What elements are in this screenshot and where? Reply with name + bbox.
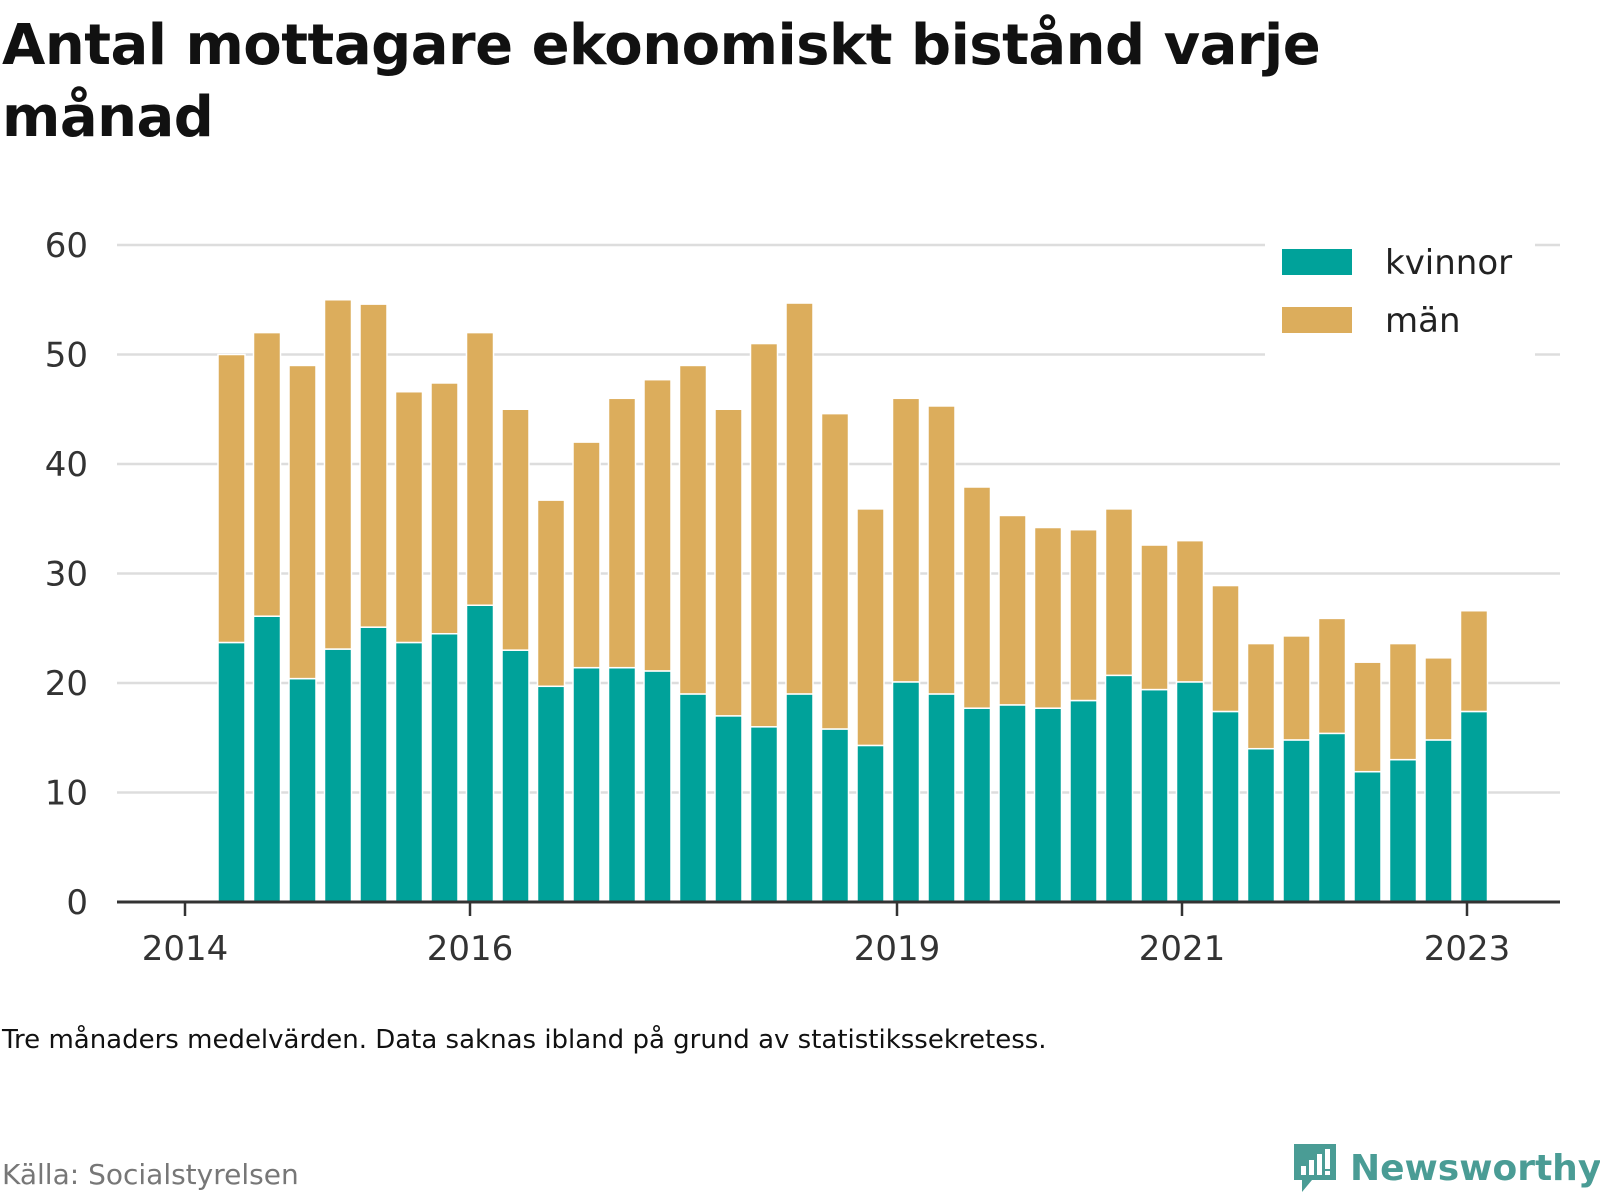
bar-segment	[536, 499, 566, 688]
bar-segment	[1175, 539, 1205, 683]
bar-segment	[1459, 609, 1489, 713]
x-tick-label: 2021	[1139, 929, 1226, 969]
bar-segment	[749, 726, 779, 903]
bar-segment	[714, 408, 743, 717]
bar-segment	[465, 604, 495, 903]
y-tick-label: 40	[45, 445, 88, 485]
y-tick-label: 50	[45, 336, 88, 376]
bar-segment	[1282, 635, 1311, 741]
legend-swatch	[1282, 307, 1352, 333]
x-tick-label: 2023	[1424, 929, 1511, 969]
bar-segment	[1388, 758, 1418, 903]
brand-logo[interactable]: Newsworthy	[1290, 1140, 1600, 1196]
bar-segment	[217, 641, 246, 903]
bar-segment	[1033, 526, 1063, 709]
stacked-bar-chart: 0 10 20 30 40 50 60 2014 2016 2019 2021 2023 kvinn…	[45, 226, 1560, 969]
bar-segment	[962, 707, 992, 903]
legend-label: män	[1385, 301, 1461, 341]
bar-segment	[998, 514, 1027, 706]
bar-segment	[856, 508, 885, 747]
bar-segment	[1069, 528, 1098, 702]
legend-label: kvinnor	[1385, 243, 1512, 283]
bar-segment	[678, 693, 708, 903]
bar-segment	[643, 670, 672, 903]
bar-segment	[607, 397, 637, 669]
legend-swatch	[1282, 249, 1352, 275]
bar-segment	[501, 649, 530, 903]
bar-segment	[820, 728, 850, 903]
bar-segment	[1317, 617, 1347, 735]
bar-segment	[820, 412, 850, 730]
bar-segment	[1424, 657, 1453, 741]
bar-segment	[288, 364, 317, 680]
bar-segment	[394, 390, 424, 644]
y-axis-tick-labels: 0 10 20 30 40 50 60	[45, 226, 88, 923]
bar-segment	[856, 744, 885, 903]
bar-segment	[323, 648, 353, 903]
bar-segment	[607, 666, 637, 903]
bar-segment	[678, 364, 708, 695]
bar-segment	[430, 632, 459, 903]
bar-segment	[1282, 739, 1311, 903]
bar-segment	[962, 486, 992, 709]
y-tick-label: 0	[66, 883, 88, 923]
x-tick-label: 2014	[142, 929, 229, 969]
bar-segment	[572, 666, 601, 903]
bar-segment	[217, 353, 246, 644]
source-label: Källa: Socialstyrelsen	[2, 1158, 299, 1191]
bar-segment	[927, 693, 956, 903]
bar-segment	[288, 677, 317, 903]
chart-title: Antal mottagare ekonomiskt bistånd varje…	[2, 13, 1321, 150]
y-tick-label: 30	[45, 555, 88, 595]
bar-segment	[643, 378, 672, 672]
y-tick-label: 20	[45, 664, 88, 704]
bar-segment	[359, 626, 388, 903]
bar-segment	[430, 382, 459, 635]
x-axis: 2014 2016 2019 2021 2023	[117, 900, 1560, 969]
legend: kvinnor män	[1265, 242, 1535, 357]
bar-segment	[1353, 661, 1382, 773]
bar-segment	[891, 681, 921, 903]
bar-segment	[927, 405, 956, 695]
bar-segment	[572, 441, 601, 669]
y-tick-label: 10	[45, 774, 88, 814]
bar-segment	[785, 693, 814, 903]
x-tick-label: 2019	[854, 929, 941, 969]
bar-segment	[1459, 710, 1489, 903]
bar-segment	[1175, 681, 1205, 903]
brand-name: Newsworthy	[1350, 1147, 1600, 1189]
y-tick-label: 60	[45, 226, 88, 266]
bar-segment	[785, 302, 814, 695]
bar-segment	[891, 397, 921, 683]
bar-segment	[1388, 642, 1418, 761]
bar-segment	[1353, 770, 1382, 903]
bar-segment	[1104, 674, 1134, 903]
bar-segment	[1424, 739, 1453, 903]
bar-segment	[1104, 508, 1134, 677]
bar-segment	[1140, 688, 1169, 903]
bar-segment	[749, 342, 779, 728]
bar-segment	[252, 615, 282, 903]
bar-segment	[536, 685, 566, 903]
bar-segment	[465, 331, 495, 607]
bar-segment	[1033, 707, 1063, 903]
x-tick-label: 2016	[427, 929, 514, 969]
chart-note: Tre månaders medelvärden. Data saknas ib…	[2, 1025, 1047, 1055]
bar-segment	[1246, 642, 1276, 750]
bars	[217, 299, 1489, 903]
bar-segment	[714, 715, 743, 903]
bar-segment	[1140, 544, 1169, 691]
bar-segment	[1211, 710, 1240, 903]
bar-segment	[998, 704, 1027, 903]
bar-segment	[394, 641, 424, 903]
newsworthy-logo-icon	[1294, 1144, 1336, 1192]
bar-segment	[252, 331, 282, 617]
bar-segment	[359, 303, 388, 628]
bar-segment	[501, 408, 530, 651]
bar-segment	[1069, 699, 1098, 903]
bar-segment	[1317, 732, 1347, 903]
bar-segment	[323, 299, 353, 650]
bar-segment	[1211, 584, 1240, 713]
bar-segment	[1246, 747, 1276, 903]
